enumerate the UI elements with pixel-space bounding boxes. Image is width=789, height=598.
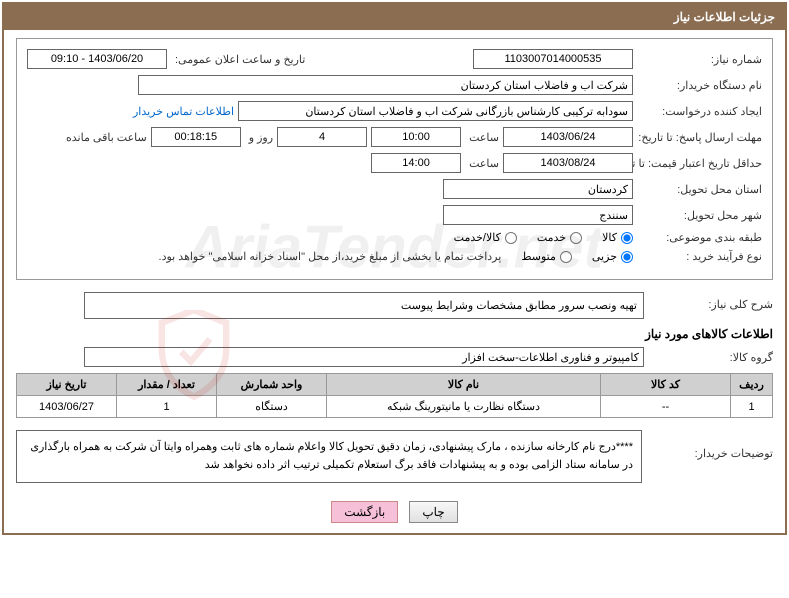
- items-table: ردیف کد کالا نام کالا واحد شمارش تعداد /…: [16, 373, 773, 418]
- announce-label: تاریخ و ساعت اعلان عمومی:: [171, 53, 305, 66]
- process-label: نوع فرآیند خرید :: [637, 250, 762, 263]
- cell-name: دستگاه نظارت یا مانیتورینگ شبکه: [327, 396, 601, 418]
- process-medium-label: متوسط: [521, 250, 556, 263]
- buyer-org-field: [138, 75, 633, 95]
- page-title: جزئیات اطلاعات نیاز: [674, 10, 775, 24]
- requester-label: ایجاد کننده درخواست:: [637, 105, 762, 118]
- category-service-label: خدمت: [537, 231, 566, 244]
- buyer-notes-field: ****درج نام کارخانه سازنده ، مارک پیشنها…: [16, 430, 642, 483]
- province-label: استان محل تحویل:: [637, 183, 762, 196]
- th-qty: تعداد / مقدار: [117, 374, 217, 396]
- validity-label: حداقل تاریخ اعتبار قیمت: تا تاریخ:: [637, 157, 762, 170]
- button-bar: چاپ بازگشت: [4, 491, 785, 533]
- buyer-contact-link[interactable]: اطلاعات تماس خریدار: [133, 105, 234, 118]
- goods-group-field: [84, 347, 644, 367]
- cell-date: 1403/06/27: [17, 396, 117, 418]
- requester-field: [238, 101, 633, 121]
- process-partial-radio[interactable]: [621, 251, 633, 263]
- cell-unit: دستگاه: [217, 396, 327, 418]
- cell-qty: 1: [117, 396, 217, 418]
- th-row: ردیف: [731, 374, 773, 396]
- table-row: 1 -- دستگاه نظارت یا مانیتورینگ شبکه دست…: [17, 396, 773, 418]
- days-field: [277, 127, 367, 147]
- category-goods-label: کالا: [602, 231, 617, 244]
- general-desc-field: تهیه ونصب سرور مطابق مشخصات وشرایط پیوست: [84, 292, 644, 319]
- validity-date-field: [503, 153, 633, 173]
- city-field: [443, 205, 633, 225]
- remaining-label: ساعت باقی مانده: [62, 131, 147, 144]
- general-desc-label: شرح کلی نیاز:: [648, 292, 773, 311]
- page-header: جزئیات اطلاعات نیاز: [4, 4, 785, 30]
- buyer-org-label: نام دستگاه خریدار:: [637, 79, 762, 92]
- time-label-1: ساعت: [465, 131, 499, 144]
- countdown-field: [151, 127, 241, 147]
- process-note: پرداخت تمام یا بخشی از مبلغ خرید،از محل …: [159, 250, 502, 263]
- validity-time-field: [371, 153, 461, 173]
- category-both-radio[interactable]: [505, 232, 517, 244]
- back-button[interactable]: بازگشت: [331, 501, 398, 523]
- th-code: کد کالا: [601, 374, 731, 396]
- th-unit: واحد شمارش: [217, 374, 327, 396]
- cell-code: --: [601, 396, 731, 418]
- category-service-radio[interactable]: [570, 232, 582, 244]
- th-name: نام کالا: [327, 374, 601, 396]
- response-time-field: [371, 127, 461, 147]
- category-radio-group: کالا خدمت کالا/خدمت: [438, 231, 633, 244]
- city-label: شهر محل تحویل:: [637, 209, 762, 222]
- th-date: تاریخ نیاز: [17, 374, 117, 396]
- print-button[interactable]: چاپ: [409, 501, 457, 523]
- time-label-2: ساعت: [465, 157, 499, 170]
- category-goods-radio[interactable]: [621, 232, 633, 244]
- need-number-field: [473, 49, 633, 69]
- goods-group-label: گروه کالا:: [648, 351, 773, 364]
- category-label: طبقه بندی موضوعی:: [637, 231, 762, 244]
- need-number-label: شماره نیاز:: [637, 53, 762, 66]
- response-deadline-label: مهلت ارسال پاسخ: تا تاریخ:: [637, 131, 762, 144]
- process-medium-radio[interactable]: [560, 251, 572, 263]
- process-radio-group: جزیی متوسط: [505, 250, 633, 263]
- buyer-notes-label: توضیحات خریدار:: [648, 447, 773, 460]
- days-and-label: روز و: [245, 131, 273, 144]
- category-both-label: کالا/خدمت: [454, 231, 501, 244]
- process-partial-label: جزیی: [592, 250, 617, 263]
- announce-field: [27, 49, 167, 69]
- response-date-field: [503, 127, 633, 147]
- province-field: [443, 179, 633, 199]
- cell-row: 1: [731, 396, 773, 418]
- details-panel: شماره نیاز: تاریخ و ساعت اعلان عمومی: نا…: [16, 38, 773, 280]
- items-section-title: اطلاعات کالاهای مورد نیاز: [16, 327, 773, 341]
